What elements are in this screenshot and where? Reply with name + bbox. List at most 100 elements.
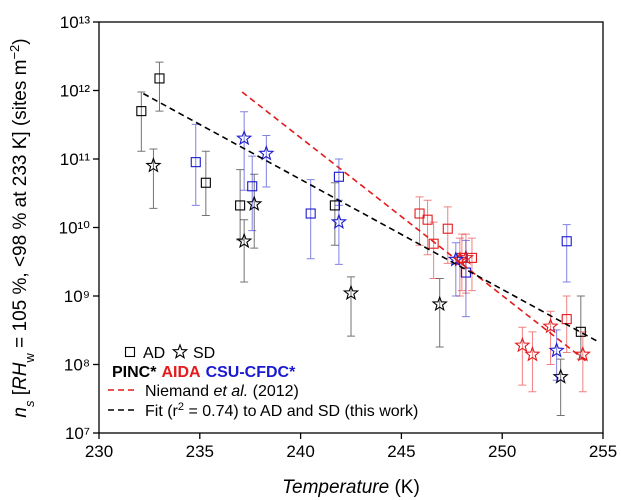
error-bar (250, 173, 259, 249)
y-label-part: −2 (7, 45, 22, 60)
square-marker (235, 200, 246, 211)
star-marker (552, 368, 569, 384)
square-marker (154, 73, 165, 84)
legend-text: 2 (178, 401, 184, 413)
legend-line-label: Niemand et al. (2012) (145, 383, 299, 400)
error-bar (155, 61, 164, 112)
legend-instrument: AIDA (161, 364, 201, 381)
legend-text: Niemand (145, 383, 213, 400)
y-tick-label: 10⁷ (65, 424, 90, 443)
error-bar (467, 237, 476, 292)
error-bar (334, 158, 343, 206)
star-marker (246, 195, 263, 211)
square-marker (200, 177, 211, 188)
legend-method: SD (193, 345, 215, 362)
y-label-part: ) (10, 38, 31, 44)
error-bar (248, 155, 257, 232)
legend-instrument: CSU-CFDC* (206, 364, 297, 381)
x-axis-label: Temperature (K) (282, 477, 420, 498)
error-bar (429, 221, 438, 280)
error-bar (236, 169, 245, 241)
y-tick-label: 10¹¹ (60, 150, 91, 169)
error-bar (191, 123, 200, 206)
legend-text: (2012) (248, 383, 299, 400)
square-marker (414, 208, 425, 219)
y-tick-label: 10¹² (60, 82, 91, 101)
legend-text: et al. (213, 383, 248, 400)
y-tick-label: 10¹⁰ (59, 219, 91, 238)
square-marker (247, 181, 258, 192)
star-marker (447, 251, 464, 267)
error-bar (240, 111, 249, 191)
error-bar (201, 150, 210, 216)
square-marker (561, 236, 572, 247)
y-label-part: = 105 %, <98 % at 233 K] (sites m (10, 60, 31, 354)
error-bar (461, 239, 470, 318)
error-bar (528, 331, 537, 393)
square-marker (305, 208, 316, 219)
y-tick-label: 10⁹ (64, 287, 90, 306)
legend-line-label: Fit (r2 = 0.74) to AD and SD (this work) (145, 401, 418, 420)
legend-marker (171, 343, 189, 359)
star-marker (514, 336, 531, 353)
star-marker (258, 145, 275, 161)
x-tick-label: 250 (488, 442, 516, 461)
error-bar (137, 91, 146, 152)
error-bar (415, 196, 424, 246)
error-bar (518, 326, 527, 386)
x-tick-label: 255 (589, 442, 617, 461)
x-label-part: (K) (389, 477, 420, 498)
star-marker (574, 345, 591, 362)
error-bar (443, 206, 452, 264)
x-tick-label: 240 (286, 442, 314, 461)
star-marker (431, 295, 448, 312)
star-marker (236, 129, 253, 146)
error-bar (562, 224, 571, 283)
square-marker (190, 157, 201, 168)
error-bar (578, 331, 587, 393)
error-bar (240, 219, 249, 283)
error-bar (556, 358, 565, 417)
star-marker (236, 232, 253, 249)
star-marker (451, 251, 468, 267)
x-label-part: Temperature (282, 477, 389, 498)
square-marker (466, 252, 478, 263)
square-marker (422, 214, 433, 225)
x-tick-label: 235 (186, 442, 214, 461)
fit-line (241, 91, 588, 363)
legend-text: = 0.74) to AD and SD (this work) (184, 403, 418, 420)
y-label-part: n (10, 407, 31, 418)
star-marker (330, 213, 348, 229)
x-tick-label: 245 (387, 442, 415, 461)
square-marker (136, 106, 147, 117)
y-label-part: w (22, 353, 37, 364)
star-marker (145, 157, 162, 173)
y-label-part: s (22, 400, 37, 407)
y-tick-label: 10⁸ (64, 356, 90, 375)
legend-marker (124, 346, 136, 358)
x-tick-label: 230 (85, 442, 113, 461)
star-marker (524, 345, 541, 362)
fit-line (142, 92, 598, 342)
y-tick-label: 10¹³ (60, 13, 91, 32)
y-label-part: RH (10, 362, 31, 390)
square-marker (442, 223, 453, 234)
star-marker (342, 284, 360, 301)
square-marker (561, 314, 572, 325)
instrument-legend: PINC* AIDA CSU-CFDC* (112, 364, 296, 381)
legend-method: AD (143, 345, 165, 362)
error-bar (330, 182, 339, 246)
star-marker (542, 317, 559, 334)
star-marker (548, 341, 565, 358)
error-bar (451, 242, 460, 297)
error-bar (552, 329, 561, 381)
square-marker (428, 238, 439, 249)
error-bar (423, 199, 432, 256)
square-marker (333, 171, 344, 182)
y-axis-label: ns [RHw = 105 %, <98 % at 233 K] (sites … (7, 38, 37, 417)
legend-instrument: PINC* (112, 364, 157, 381)
error-bar (306, 179, 315, 260)
y-label-part: [ (10, 389, 31, 400)
error-bar (435, 278, 444, 348)
